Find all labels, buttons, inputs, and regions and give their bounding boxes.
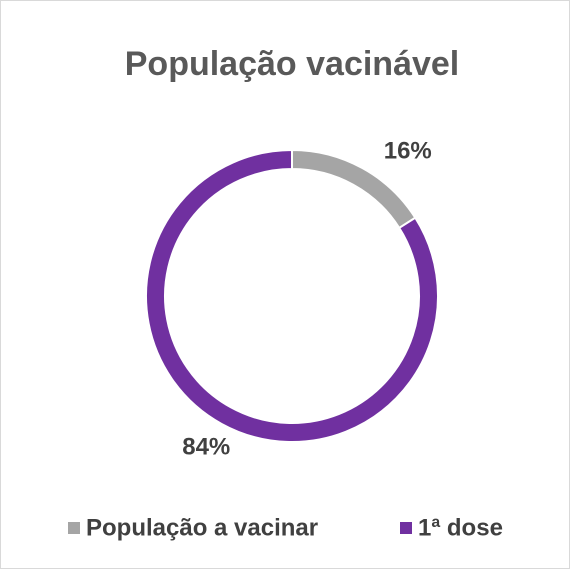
legend-label: População a vacinar (86, 514, 318, 541)
data-label: 84% (182, 433, 230, 460)
legend-swatch (68, 522, 80, 534)
data-label: 16% (384, 137, 432, 164)
legend-label: 1ª dose (418, 514, 503, 541)
legend-swatch (400, 522, 412, 534)
chart-title: População vacinável (125, 45, 460, 83)
donut-slice (145, 148, 439, 443)
